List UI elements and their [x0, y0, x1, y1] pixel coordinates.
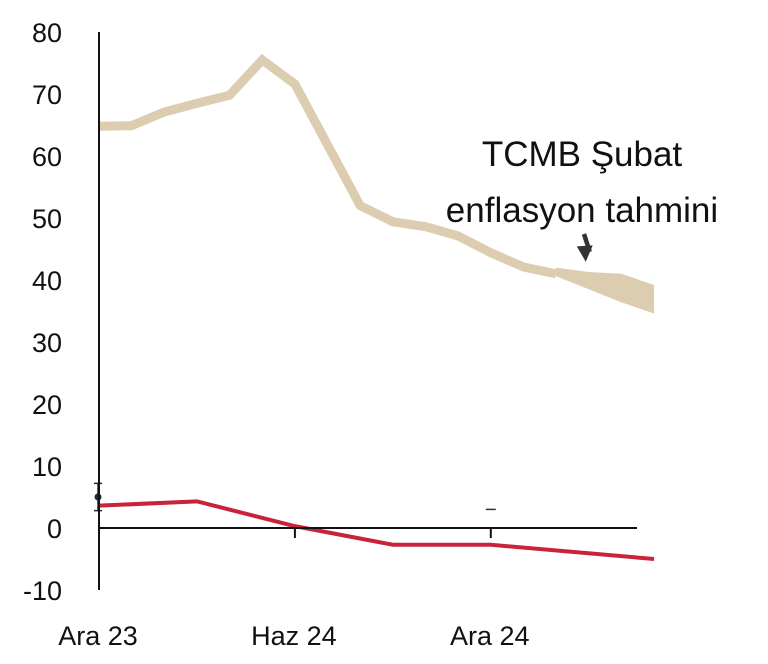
forecast-annotation: TCMB Şubat enflasyon tahmini — [446, 135, 718, 262]
y-tick-label: 40 — [32, 266, 62, 296]
axes — [98, 32, 637, 590]
y-tick-label: 60 — [32, 142, 62, 172]
y-axis-tick-labels: 80 70 60 50 40 30 20 10 0 -10 — [23, 18, 62, 606]
annotation-line-1: TCMB Şubat — [482, 135, 683, 174]
x-tick-label: Ara 23 — [58, 621, 138, 651]
y-tick-label: 70 — [32, 80, 62, 110]
x-tick-label: Haz 24 — [251, 621, 337, 651]
y-tick-label: 50 — [32, 204, 62, 234]
y-tick-label: 0 — [47, 514, 62, 544]
y-tick-label: 10 — [32, 452, 62, 482]
y-tick-label: 20 — [32, 390, 62, 420]
x-axis-tick-labels: Ara 23 Haz 24 Ara 24 — [58, 621, 529, 651]
series-line-red — [98, 499, 655, 561]
annotation-arrow-head — [576, 245, 593, 262]
forecast-band — [556, 267, 655, 314]
annotation-line-2: enflasyon tahmini — [446, 191, 718, 230]
y-tick-label: -10 — [23, 576, 62, 606]
x-tick-label: Ara 24 — [450, 621, 530, 651]
y-tick-label: 30 — [32, 328, 62, 358]
y-tick-label: 80 — [32, 18, 62, 48]
